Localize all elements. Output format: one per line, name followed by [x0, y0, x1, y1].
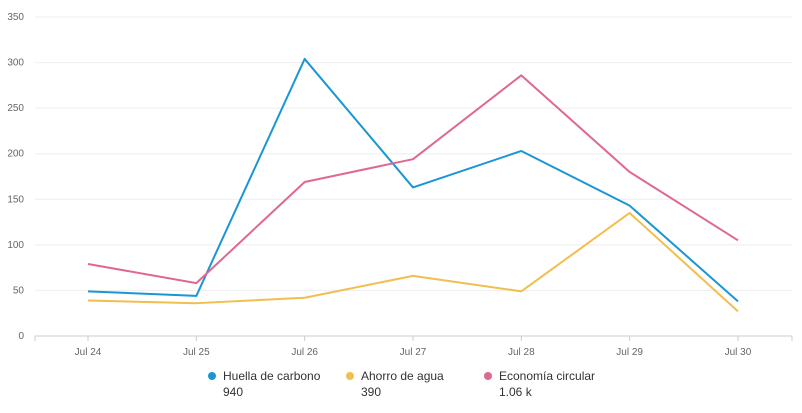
line-chart: 0 50 100 150 200 250 300 350 Jul 24 Jul 25 Jul 26 J…: [7, 12, 793, 358]
series-line-0: [87, 57, 739, 303]
legend-marker: [208, 372, 216, 380]
x-tick-label: Jul 24: [75, 347, 102, 358]
y-tick-label: 100: [7, 240, 24, 251]
y-tick-label: 250: [7, 103, 24, 114]
legend-item-ahorro[interactable]: Ahorro de agua 390: [346, 368, 484, 400]
legend: Huella de carbono 940 Ahorro de agua 390 E…: [208, 368, 595, 400]
legend-marker: [346, 372, 354, 380]
y-tick-label: 300: [7, 58, 24, 69]
legend-label: Ahorro de agua: [361, 369, 444, 383]
x-tick-label: Jul 26: [291, 347, 318, 358]
legend-total: 390: [361, 385, 382, 399]
y-tick-label: 200: [7, 149, 24, 160]
x-tick-label: Jul 25: [183, 347, 210, 358]
y-tick-label: 50: [13, 285, 25, 296]
legend-marker: [484, 372, 492, 380]
legend-label: Huella de carbono: [223, 369, 321, 383]
x-tick-label: Jul 27: [400, 347, 427, 358]
x-tick-label: Jul 30: [725, 347, 752, 358]
y-tick-label: 0: [18, 331, 24, 342]
x-tick-label: Jul 28: [508, 347, 535, 358]
y-tick-label: 150: [7, 194, 24, 205]
series-line-1: [87, 211, 739, 313]
legend-label: Economía circular: [499, 369, 596, 383]
legend-total: 1.06 k: [499, 385, 532, 399]
series-line-2: [87, 74, 739, 285]
legend-total: 940: [223, 385, 244, 399]
legend-item-economia[interactable]: Economía circular 1.06 k: [484, 368, 595, 400]
x-tick-label: Jul 29: [616, 347, 643, 358]
legend-item-huella[interactable]: Huella de carbono 940: [208, 368, 346, 400]
y-tick-label: 350: [7, 12, 24, 23]
